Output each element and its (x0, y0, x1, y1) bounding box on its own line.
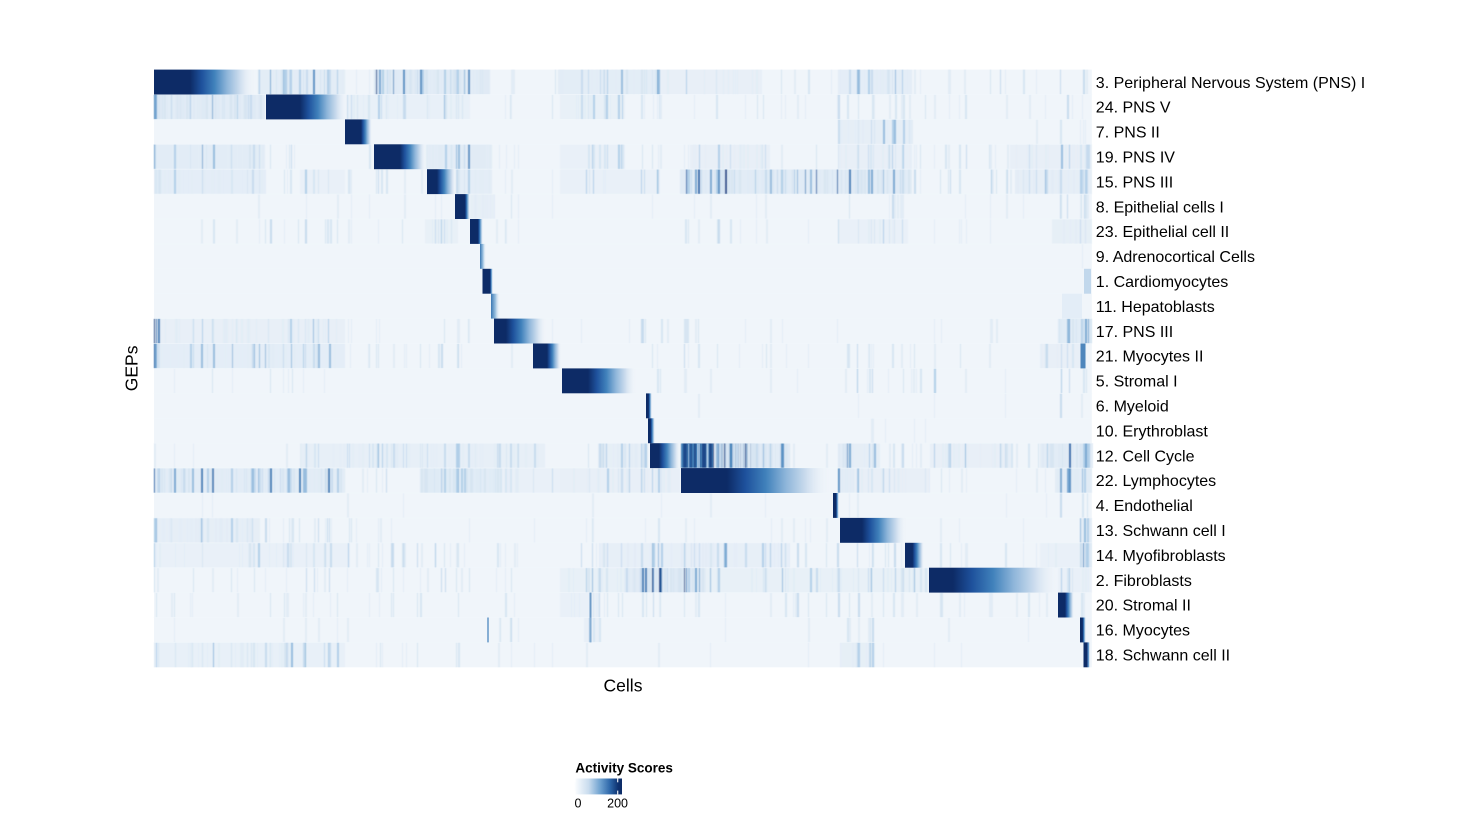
svg-text:9. Adrenocortical Cells: 9. Adrenocortical Cells (1096, 249, 1255, 266)
svg-text:23. Epithelial cell II: 23. Epithelial cell II (1096, 224, 1229, 241)
svg-text:13. Schwann cell I: 13. Schwann cell I (1096, 523, 1226, 540)
svg-text:7. PNS II: 7. PNS II (1096, 125, 1160, 142)
svg-text:3. Peripheral Nervous System (: 3. Peripheral Nervous System (PNS) I (1096, 75, 1365, 92)
svg-text:22. Lymphocytes: 22. Lymphocytes (1096, 473, 1216, 490)
svg-text:200: 200 (607, 797, 628, 811)
svg-text:10. Erythroblast: 10. Erythroblast (1096, 423, 1209, 440)
svg-text:19. PNS IV: 19. PNS IV (1096, 150, 1175, 167)
svg-text:11. Hepatoblasts: 11. Hepatoblasts (1096, 299, 1215, 316)
svg-text:5. Stromal I: 5. Stromal I (1096, 374, 1178, 391)
svg-text:15. PNS III: 15. PNS III (1096, 174, 1173, 191)
svg-text:21. Myocytes II: 21. Myocytes II (1096, 349, 1204, 366)
svg-text:GEPs: GEPs (122, 345, 142, 391)
svg-text:2. Fibroblasts: 2. Fibroblasts (1096, 573, 1192, 590)
svg-text:6. Myeloid: 6. Myeloid (1096, 399, 1169, 416)
svg-text:18. Schwann cell II: 18. Schwann cell II (1096, 648, 1230, 665)
svg-text:4. Endothelial: 4. Endothelial (1096, 498, 1193, 515)
svg-text:1. Cardiomyocytes: 1. Cardiomyocytes (1096, 274, 1229, 291)
svg-text:12. Cell Cycle: 12. Cell Cycle (1096, 448, 1195, 465)
svg-text:Activity Scores: Activity Scores (575, 760, 673, 775)
svg-text:20. Stromal II: 20. Stromal II (1096, 598, 1191, 615)
svg-text:24. PNS V: 24. PNS V (1096, 100, 1171, 117)
svg-text:8. Epithelial cells I: 8. Epithelial cells I (1096, 199, 1224, 216)
svg-text:Cells: Cells (604, 676, 643, 696)
svg-text:16. Myocytes: 16. Myocytes (1096, 623, 1190, 640)
svg-text:0: 0 (575, 797, 582, 811)
svg-text:14. Myofibroblasts: 14. Myofibroblasts (1096, 548, 1226, 565)
svg-text:17. PNS III: 17. PNS III (1096, 324, 1173, 341)
